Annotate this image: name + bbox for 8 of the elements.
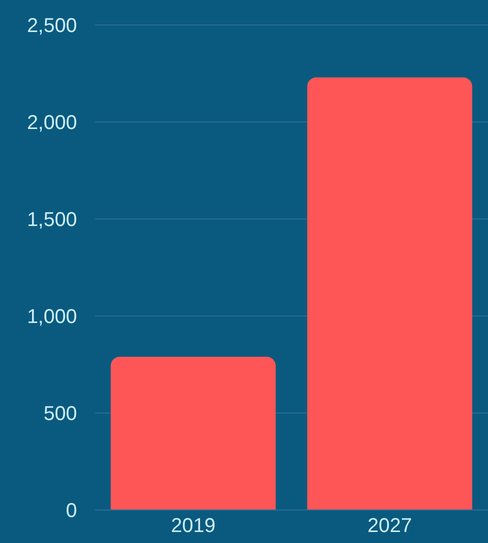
x-tick-label: 2027: [368, 515, 412, 538]
y-tick-label: 2,000: [26, 112, 77, 134]
y-tick-label: 1,000: [26, 306, 77, 328]
x-tick-label: 2019: [171, 515, 216, 538]
y-tick-label: 1,500: [26, 209, 77, 232]
y-tick-label: 500: [44, 403, 77, 426]
y-tick-label: 0: [66, 500, 77, 522]
y-tick-label: 2,500: [26, 15, 77, 38]
